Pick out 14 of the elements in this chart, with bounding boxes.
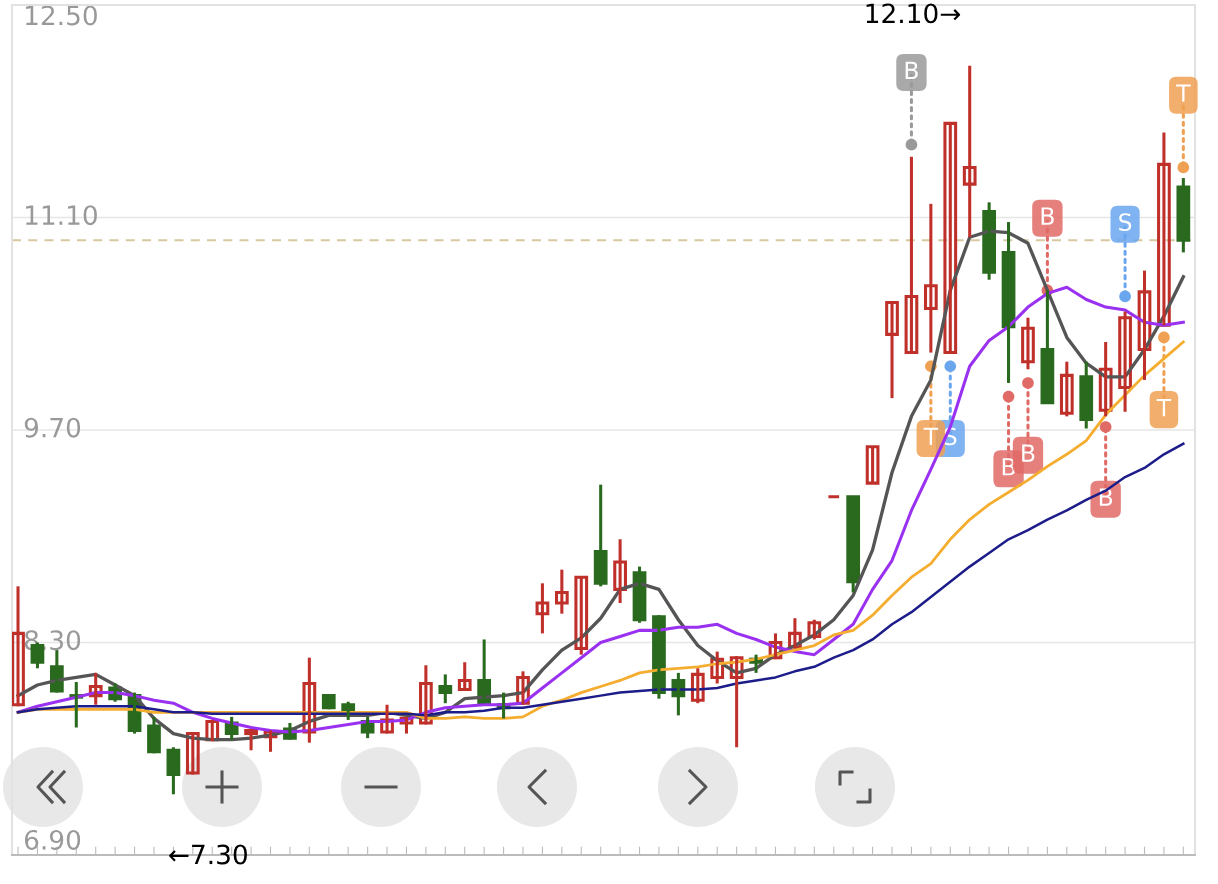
data-label: B <box>1002 458 1015 476</box>
data-label: T <box>1176 84 1191 102</box>
annotation: 12.10→ <box>866 3 961 24</box>
data-label: T <box>1156 398 1172 417</box>
y-tick-label: 6.90 <box>24 829 81 850</box>
y-tick-label: 12.50 <box>26 5 97 26</box>
y-tick-label: 11.10 <box>26 205 97 226</box>
annotation: ←7.30 <box>169 844 247 865</box>
data-label: B <box>1041 207 1054 225</box>
data-label: T <box>923 427 939 445</box>
y-tick-label: 9.70 <box>24 417 81 438</box>
data-label: S <box>1119 213 1132 232</box>
data-label: B <box>1022 444 1035 462</box>
data-label: B <box>905 61 918 79</box>
